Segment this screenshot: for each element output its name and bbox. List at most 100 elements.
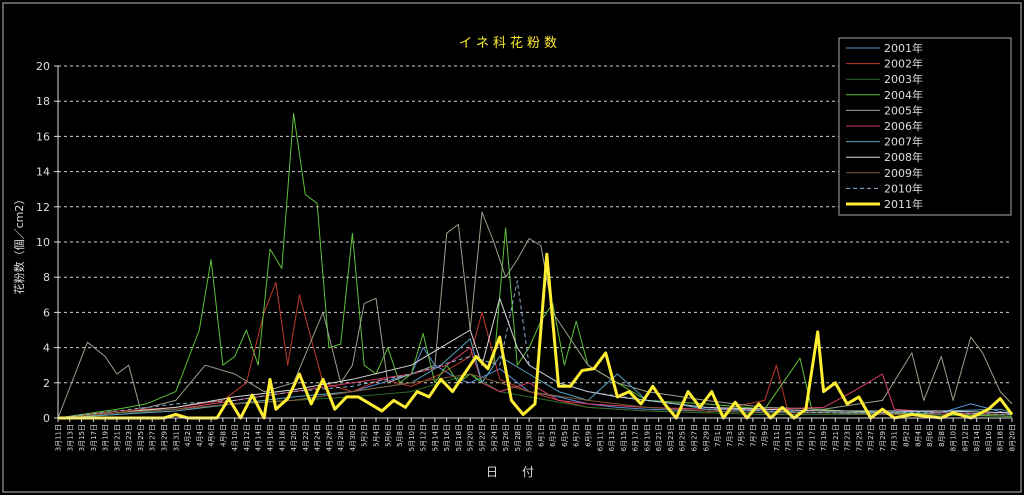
x-tick-label: 6月23日 <box>667 424 675 451</box>
legend-label: 2011年 <box>884 197 923 211</box>
x-axis-ticks: 3月11日 3月13日 3月15日 3月17日 3月19日 3月21日 3月23日 3月25日… <box>55 418 1017 451</box>
x-tick-label: 4月6日 <box>208 424 216 447</box>
legend-label: 2010年 <box>884 181 923 195</box>
x-tick-label: 5月26日 <box>502 424 510 451</box>
x-tick-label: 6月1日 <box>537 424 545 447</box>
y-tick-label: 6 <box>43 306 50 319</box>
legend-label: 2009年 <box>884 166 923 180</box>
x-tick-label: 5月4日 <box>373 424 381 447</box>
x-tick-label: 7月21日 <box>832 424 840 451</box>
x-tick-label: 7月23日 <box>844 424 852 451</box>
x-tick-label: 4月16日 <box>267 424 275 451</box>
x-tick-label: 4月14日 <box>255 424 263 451</box>
x-tick-label: 4月2日 <box>184 424 192 447</box>
x-tick-label: 5月16日 <box>443 424 451 451</box>
legend-label: 2006年 <box>884 119 923 133</box>
x-tick-label: 5月14日 <box>431 424 439 451</box>
series-line-10 <box>57 280 1013 419</box>
x-tick-label: 7月3日 <box>726 424 734 447</box>
x-tick-label: 3月21日 <box>113 424 121 451</box>
x-axis-label: 日 付 <box>486 465 534 479</box>
legend-label: 2003年 <box>884 72 923 86</box>
x-tick-label: 7月19日 <box>820 424 828 451</box>
x-tick-label: 8月16日 <box>985 424 993 451</box>
x-tick-label: 3月19日 <box>102 424 110 451</box>
x-tick-label: 4月4日 <box>196 424 204 447</box>
x-tick-label: 5月30日 <box>526 424 534 451</box>
x-tick-label: 3月27日 <box>149 424 157 451</box>
y-tick-label: 18 <box>36 95 50 108</box>
x-tick-label: 8月18日 <box>997 424 1005 451</box>
x-tick-label: 4月12日 <box>243 424 251 451</box>
legend-label: 2002年 <box>884 57 923 71</box>
x-tick-label: 7月5日 <box>738 424 746 447</box>
x-tick-label: 8月10日 <box>950 424 958 451</box>
y-tick-label: 10 <box>36 236 50 249</box>
x-tick-label: 5月18日 <box>455 424 463 451</box>
series-line-5 <box>57 211 1013 419</box>
x-tick-label: 5月24日 <box>490 424 498 451</box>
legend-label: 2001年 <box>884 41 923 55</box>
x-tick-label: 3月17日 <box>90 424 98 451</box>
legend-label: 2004年 <box>884 88 923 102</box>
x-tick-label: 5月20日 <box>467 424 475 451</box>
x-tick-label: 5月28日 <box>514 424 522 451</box>
y-tick-label: 8 <box>43 271 50 284</box>
y-axis-label: 花粉数（個／cm2） <box>13 194 26 295</box>
series-lines <box>57 113 1014 420</box>
x-tick-label: 6月17日 <box>632 424 640 451</box>
x-tick-label: 5月2日 <box>361 424 369 447</box>
x-tick-label: 6月7日 <box>573 424 581 447</box>
x-tick-label: 6月5日 <box>561 424 569 447</box>
x-tick-label: 3月25日 <box>137 424 145 451</box>
y-tick-label: 4 <box>43 342 50 355</box>
y-tick-label: 16 <box>36 130 50 143</box>
x-tick-label: 4月30日 <box>349 424 357 451</box>
x-tick-label: 4月8日 <box>219 424 227 447</box>
x-tick-label: 6月29日 <box>702 424 710 451</box>
legend-label: 2008年 <box>884 150 923 164</box>
x-tick-label: 3月31日 <box>172 424 180 451</box>
x-tick-label: 4月10日 <box>231 424 239 451</box>
x-tick-label: 8月6日 <box>926 424 934 447</box>
legend-label: 2007年 <box>884 135 923 149</box>
x-tick-label: 5月22日 <box>479 424 487 451</box>
x-tick-label: 3月11日 <box>55 424 63 451</box>
x-tick-label: 7月31日 <box>891 424 899 451</box>
y-tick-label: 14 <box>36 166 50 179</box>
x-tick-label: 6月9日 <box>585 424 593 447</box>
series-line-11 <box>58 252 1014 420</box>
x-tick-label: 4月20日 <box>290 424 298 451</box>
x-tick-label: 7月7日 <box>749 424 757 447</box>
y-axis-ticks: 0 2 4 6 8 10 12 14 16 18 20 <box>36 60 58 425</box>
x-tick-label: 7月1日 <box>714 424 722 447</box>
y-tick-label: 0 <box>43 412 50 425</box>
y-tick-label: 12 <box>36 201 50 214</box>
x-tick-label: 8月20日 <box>1009 424 1017 451</box>
x-tick-label: 6月11日 <box>596 424 604 451</box>
x-tick-label: 8月8日 <box>938 424 946 447</box>
x-tick-label: 5月6日 <box>384 424 392 447</box>
series-line-2 <box>57 282 1012 419</box>
x-tick-label: 8月4日 <box>914 424 922 447</box>
y-tick-label: 20 <box>36 60 50 73</box>
x-tick-label: 8月14日 <box>973 424 981 451</box>
x-tick-label: 6月27日 <box>691 424 699 451</box>
series-line-4 <box>57 113 1013 419</box>
x-tick-label: 6月3日 <box>549 424 557 447</box>
x-tick-label: 8月2日 <box>903 424 911 447</box>
x-tick-label: 5月12日 <box>420 424 428 451</box>
x-tick-label: 6月19日 <box>643 424 651 451</box>
x-tick-label: 3月13日 <box>66 424 74 451</box>
chart-title: イネ科花粉数 <box>459 35 561 51</box>
x-tick-label: 7月17日 <box>808 424 816 451</box>
x-tick-label: 6月13日 <box>608 424 616 451</box>
x-tick-label: 4月24日 <box>314 424 322 451</box>
x-tick-label: 3月15日 <box>78 424 86 451</box>
x-tick-label: 7月9日 <box>761 424 769 447</box>
x-tick-label: 5月8日 <box>396 424 404 447</box>
x-tick-label: 3月29日 <box>161 424 169 451</box>
x-tick-label: 8月12日 <box>961 424 969 451</box>
